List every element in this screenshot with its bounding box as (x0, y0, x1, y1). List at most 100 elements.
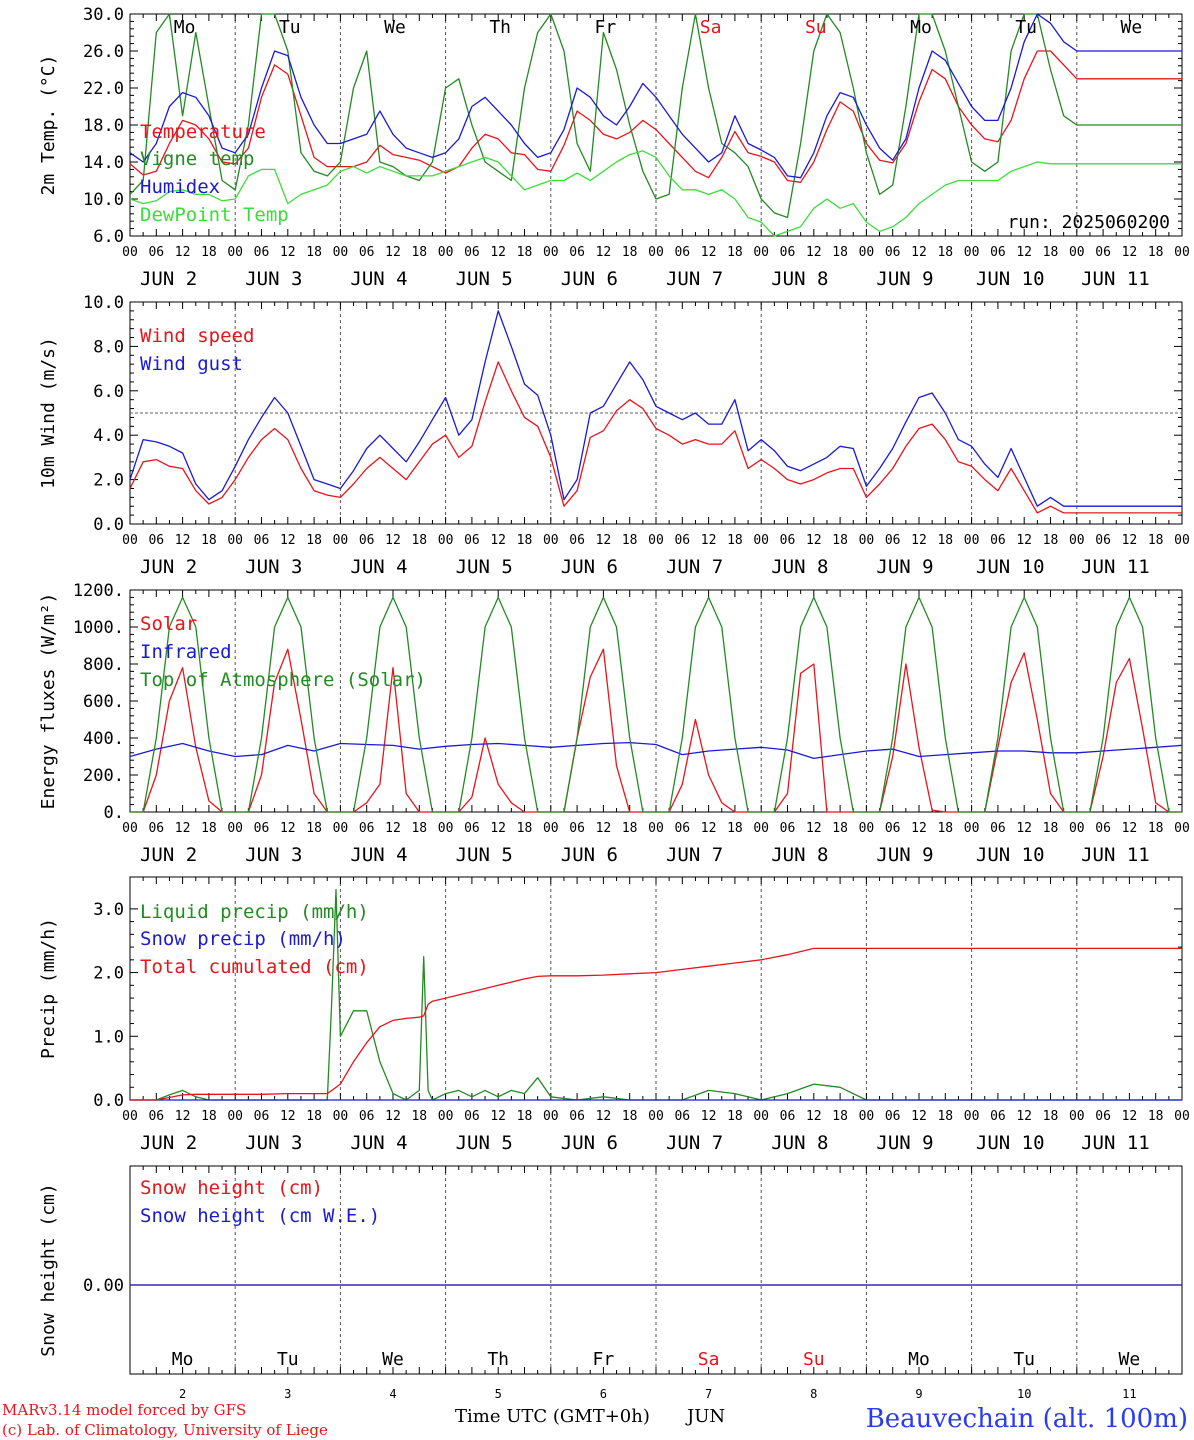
hour-label: 00 (333, 1109, 349, 1124)
hour-label: 18 (832, 245, 848, 260)
hour-label: 00 (122, 533, 138, 548)
day-label-top: Tu (279, 17, 301, 38)
date-label: JUN 5 (456, 1132, 513, 1154)
hour-label: 12 (596, 821, 612, 836)
hour-label: 00 (122, 821, 138, 836)
hour-label: 00 (438, 1109, 454, 1124)
hour-label: 12 (596, 533, 612, 548)
y-tick-label: 14.0 (83, 153, 124, 173)
date-label: JUN 2 (140, 268, 197, 290)
hour-label: 12 (806, 1109, 822, 1124)
day-number: 9 (915, 1387, 922, 1401)
hour-label: 18 (411, 1109, 427, 1124)
hour-label: 12 (175, 533, 191, 548)
hour-label: 06 (359, 533, 375, 548)
day-label-top: Tu (1015, 17, 1037, 38)
day-label-bottom: We (1119, 1349, 1141, 1370)
hour-label: 12 (385, 821, 401, 836)
meteogram-chart: 6.010.014.018.022.026.030.02m Temp. (°C)… (0, 0, 1194, 1440)
hour-label: 12 (911, 245, 927, 260)
date-label: JUN 6 (561, 556, 618, 578)
y-tick-label: 0. (104, 803, 124, 823)
series-line-infrared (130, 743, 1182, 759)
hour-label: 18 (832, 821, 848, 836)
date-label: JUN 6 (561, 844, 618, 866)
y-tick-label: 0.0 (93, 1091, 124, 1111)
date-label: JUN 7 (666, 1132, 723, 1154)
hour-label: 06 (148, 533, 164, 548)
hour-label: 06 (569, 1109, 585, 1124)
hour-label: 12 (911, 533, 927, 548)
hour-label: 00 (543, 245, 559, 260)
date-label: JUN 9 (876, 556, 933, 578)
hour-label: 00 (753, 1109, 769, 1124)
hour-label: 00 (438, 245, 454, 260)
hour-label: 06 (569, 821, 585, 836)
date-label: JUN 7 (666, 844, 723, 866)
y-tick-label: 0.00 (83, 1276, 124, 1296)
hour-label: 18 (201, 245, 217, 260)
hour-label: 12 (806, 821, 822, 836)
hour-label: 18 (937, 1109, 953, 1124)
hour-label: 12 (1122, 821, 1138, 836)
hour-label: 06 (990, 1109, 1006, 1124)
date-label: JUN 8 (771, 844, 828, 866)
hour-label: 06 (148, 1109, 164, 1124)
date-label: JUN 6 (561, 268, 618, 290)
hour-label: 06 (990, 245, 1006, 260)
day-label-bottom: Tu (277, 1349, 299, 1370)
hour-label: 12 (385, 1109, 401, 1124)
footer: MARv3.14 model forced by GFS (c) Lab. of… (2, 1401, 1188, 1439)
date-label: JUN 2 (140, 1132, 197, 1154)
day-label-top: Sa (700, 17, 722, 38)
y-tick-label: 10.0 (83, 293, 124, 313)
hour-label: 00 (438, 821, 454, 836)
day-label-bottom: Fr (593, 1349, 615, 1370)
hour-label: 18 (411, 821, 427, 836)
date-label: JUN 8 (771, 268, 828, 290)
hour-label: 00 (859, 1109, 875, 1124)
day-number: 6 (600, 1387, 607, 1401)
hour-label: 06 (674, 245, 690, 260)
day-number: 11 (1122, 1387, 1136, 1401)
hour-label: 00 (648, 533, 664, 548)
hour-label: 06 (464, 533, 480, 548)
hour-label: 12 (175, 821, 191, 836)
hour-label: 06 (359, 245, 375, 260)
hour-label: 18 (937, 533, 953, 548)
day-number: 5 (495, 1387, 502, 1401)
y-axis-label: Precip (mm/h) (38, 918, 59, 1059)
date-label: JUN 9 (876, 844, 933, 866)
hour-label: 18 (727, 533, 743, 548)
hour-label: 00 (648, 245, 664, 260)
legend-entry: Temperature (140, 121, 266, 143)
hour-label: 00 (1174, 821, 1190, 836)
hour-label: 06 (990, 821, 1006, 836)
day-number: 3 (284, 1387, 291, 1401)
hour-label: 06 (780, 1109, 796, 1124)
hour-label: 12 (596, 245, 612, 260)
day-label-top: Su (805, 17, 827, 38)
date-label: JUN 3 (245, 1132, 302, 1154)
hour-label: 12 (490, 821, 506, 836)
date-label: JUN 10 (976, 1132, 1045, 1154)
hour-label: 18 (937, 821, 953, 836)
hour-label: 12 (806, 533, 822, 548)
day-number: 8 (810, 1387, 817, 1401)
legend-entry: Total cumulated (cm) (140, 956, 369, 978)
date-label: JUN 2 (140, 844, 197, 866)
hour-label: 00 (859, 245, 875, 260)
legend-entry: Snow height (cm W.E.) (140, 1205, 380, 1227)
panel-5: 0.00Snow height (cm) Snow height (cm)Snow… (38, 1166, 1182, 1401)
date-label: JUN 11 (1081, 556, 1150, 578)
y-tick-label: 1200. (73, 581, 124, 601)
y-tick-label: 6.0 (93, 382, 124, 402)
date-label: JUN 9 (876, 268, 933, 290)
hour-label: 18 (622, 821, 638, 836)
legend-entry: Wind gust (140, 353, 243, 375)
hour-label: 00 (227, 821, 243, 836)
hour-label: 00 (859, 821, 875, 836)
day-number: 10 (1017, 1387, 1031, 1401)
hour-label: 18 (306, 533, 322, 548)
hour-label: 18 (201, 821, 217, 836)
